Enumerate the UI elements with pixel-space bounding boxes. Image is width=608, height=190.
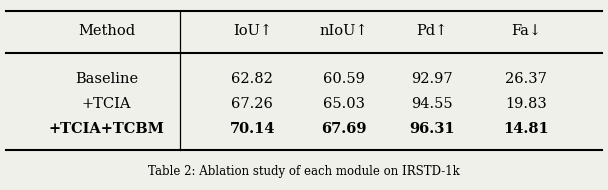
- Text: 65.03: 65.03: [322, 97, 365, 111]
- Text: 14.81: 14.81: [503, 122, 549, 136]
- Text: Method: Method: [78, 24, 135, 38]
- Text: 96.31: 96.31: [409, 122, 455, 136]
- Text: 70.14: 70.14: [230, 122, 275, 136]
- Text: +TCIA+TCBM: +TCIA+TCBM: [49, 122, 164, 136]
- Text: 67.26: 67.26: [232, 97, 273, 111]
- Text: 60.59: 60.59: [323, 72, 364, 86]
- Text: Table 2: Ablation study of each module on IRSTD-1k: Table 2: Ablation study of each module o…: [148, 165, 460, 178]
- Text: 67.69: 67.69: [321, 122, 366, 136]
- Text: nIoU↑: nIoU↑: [319, 24, 368, 38]
- Text: 19.83: 19.83: [505, 97, 547, 111]
- Text: 62.82: 62.82: [232, 72, 273, 86]
- Text: Pd↑: Pd↑: [416, 24, 447, 38]
- Text: 92.97: 92.97: [411, 72, 452, 86]
- Text: 26.37: 26.37: [505, 72, 547, 86]
- Text: IoU↑: IoU↑: [233, 24, 272, 38]
- Text: +TCIA: +TCIA: [81, 97, 131, 111]
- Text: Baseline: Baseline: [75, 72, 138, 86]
- Text: 94.55: 94.55: [411, 97, 452, 111]
- Text: Fa↓: Fa↓: [511, 24, 541, 38]
